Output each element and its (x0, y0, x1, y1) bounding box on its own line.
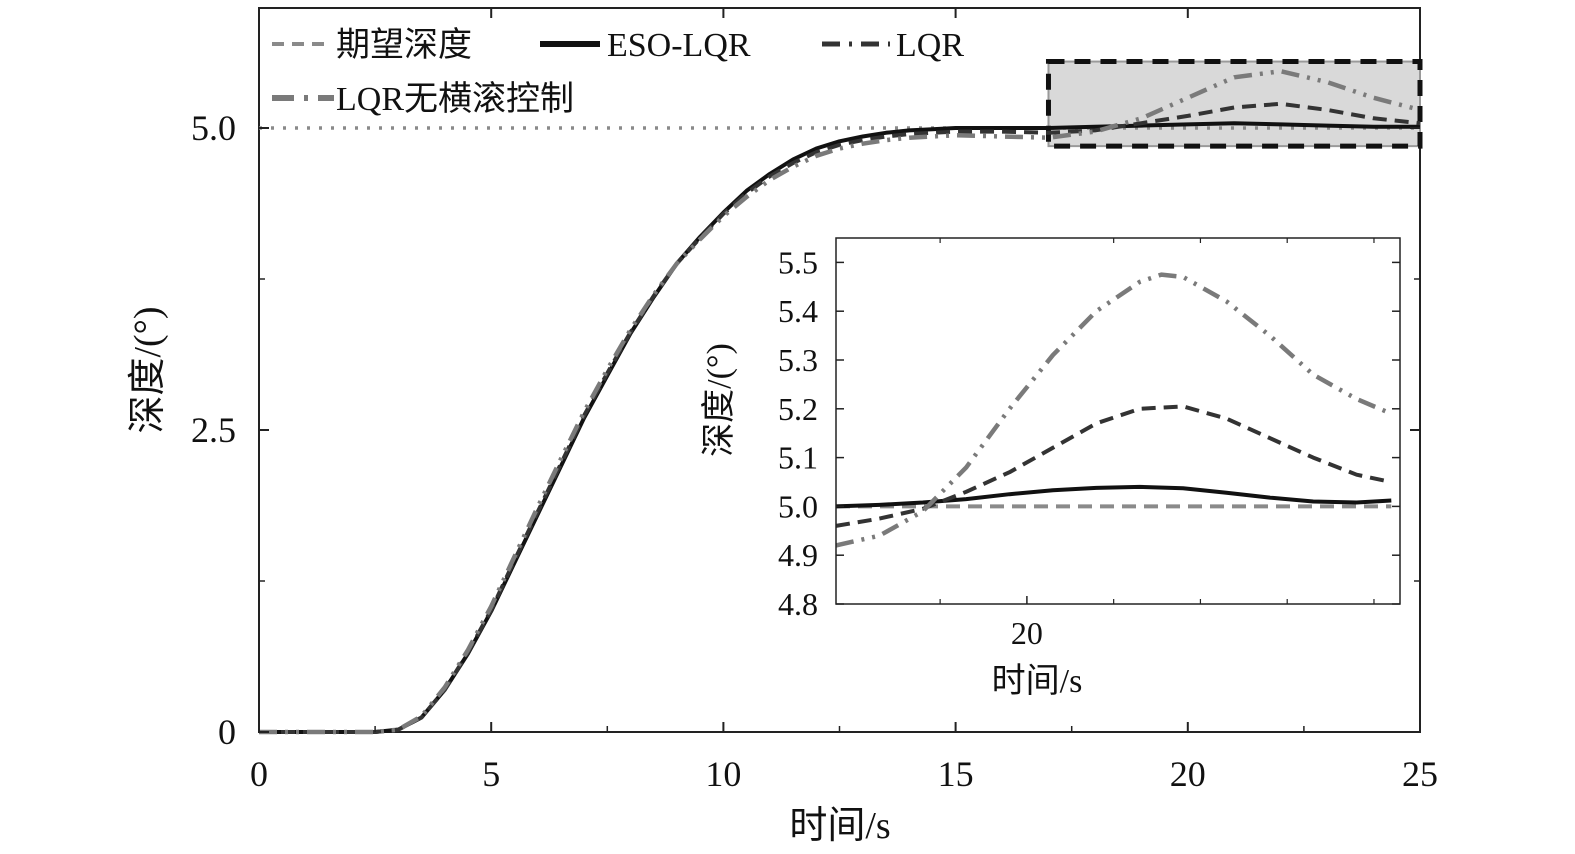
main-xtick-label: 20 (1170, 754, 1206, 794)
inset-xlabel: 时间/s (992, 663, 1083, 700)
inset-ytick-label: 5.2 (778, 391, 818, 427)
zoom-box-border (1045, 59, 1423, 149)
legend-label-eso-lqr: ESO-LQR (607, 27, 751, 64)
main-xtick-label: 0 (250, 754, 268, 794)
main-ytick-label: 0 (218, 712, 236, 752)
main-series-lqr-no-roll (259, 68, 1421, 735)
inset-series-group (835, 272, 1393, 548)
inset-ytick-label: 5.5 (778, 244, 818, 280)
inset-ytick-label: 5.4 (778, 293, 818, 329)
main-xtick-label: 10 (705, 754, 741, 794)
inset-ytick-label: 4.8 (778, 586, 818, 622)
legend: 期望深度 ESO-LQR LQR LQR无横滚控制 (272, 26, 964, 118)
inset-ticks: 20 4.8 4.9 5.0 5.1 5.2 5.3 5.4 5.5 (778, 238, 1400, 651)
main-xlabel: 时间/s (789, 805, 890, 847)
inset-background (836, 238, 1400, 604)
main-ytick-label: 5.0 (191, 108, 236, 148)
main-ticks: 0 5 10 15 20 25 0 2.5 5.0 (191, 8, 1438, 794)
zoom-box-fill (1047, 60, 1421, 148)
inset-xtick-label: 20 (1011, 615, 1043, 651)
legend-label-lqr-no-roll: LQR无横滚控制 (336, 80, 574, 118)
main-xtick-label: 15 (938, 754, 974, 794)
main-series-eso-lqr (259, 121, 1420, 734)
inset-ytick-label: 5.0 (778, 488, 818, 524)
legend-label-lqr: LQR (896, 27, 964, 64)
zoom-box (1045, 59, 1423, 149)
inset-ytick-label: 5.1 (778, 440, 818, 476)
main-xtick-label: 25 (1402, 754, 1438, 794)
inset-ylabel: 深度/(°) (700, 343, 738, 457)
main-xtick-label: 5 (482, 754, 500, 794)
main-ylabel: 深度/(°) (127, 306, 169, 433)
inset-plot-frame (835, 237, 1401, 605)
legend-label-desired: 期望深度 (336, 26, 472, 64)
main-ytick-label: 2.5 (191, 410, 236, 450)
inset-ytick-label: 5.3 (778, 342, 818, 378)
inset-series-lqr-no-roll (835, 272, 1393, 548)
main-series-group (259, 68, 1421, 735)
inset-ytick-label: 4.9 (778, 537, 818, 573)
